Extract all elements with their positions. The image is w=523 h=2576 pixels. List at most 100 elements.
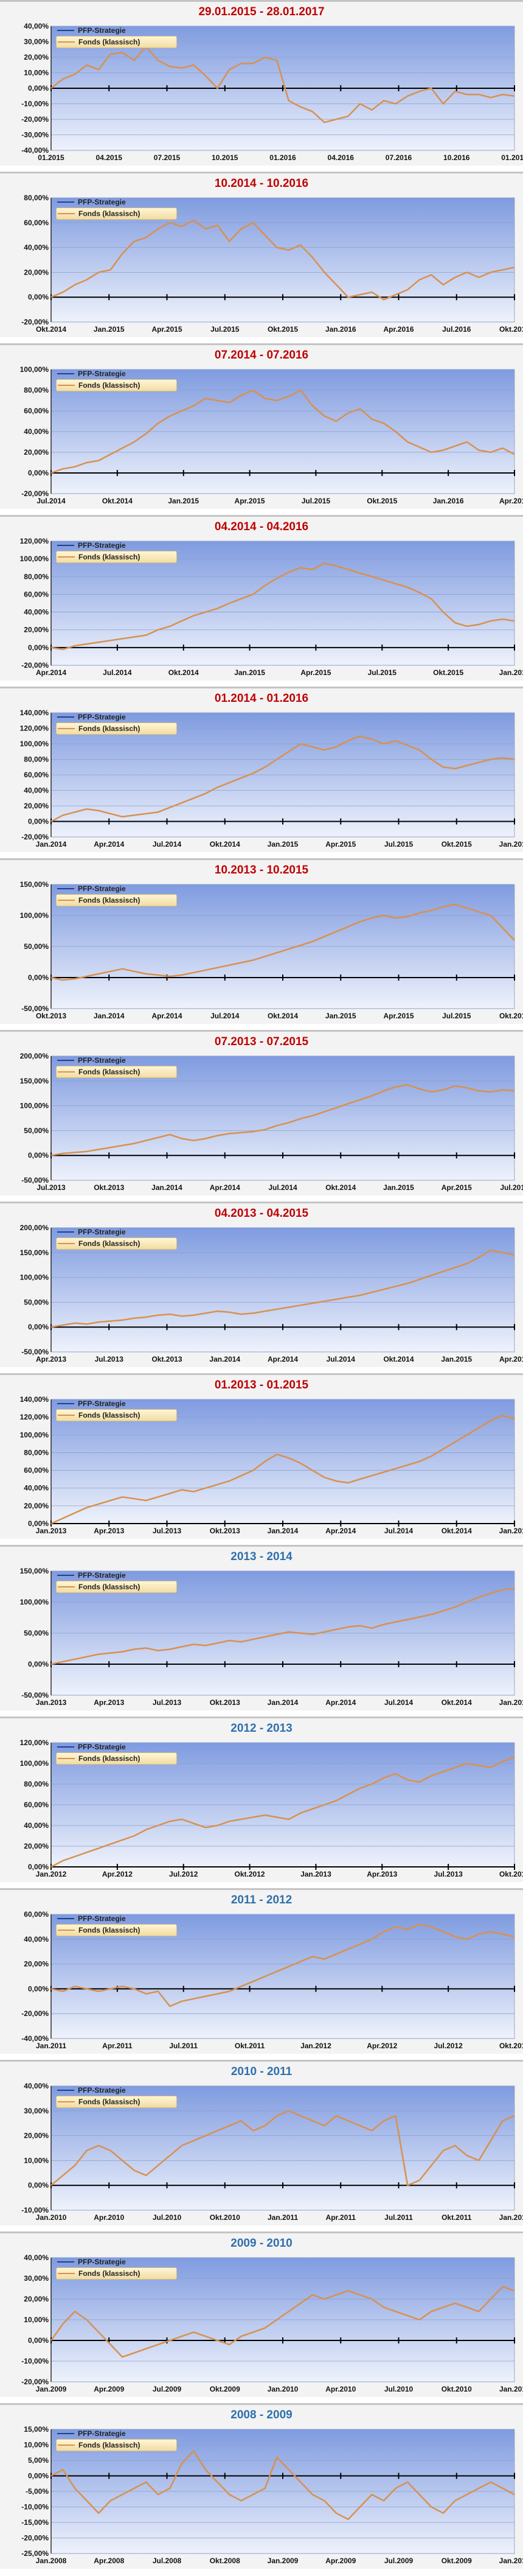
- x-tick-label: Apr.2011: [102, 2042, 133, 2050]
- y-tick-label: 40,00%: [24, 608, 49, 617]
- legend-item: Fonds (klassisch): [56, 208, 178, 220]
- x-tick-label: Okt.2013: [499, 1870, 523, 1878]
- x-tick-label: Jan.2015: [168, 497, 199, 505]
- legend: PFP-Strategie Fonds (klassisch): [56, 197, 178, 220]
- x-tick-label: Jul.2008: [153, 2557, 182, 2565]
- y-tick-label: 0,00%: [28, 1984, 49, 1993]
- x-tick-label: Okt.2015: [268, 325, 298, 334]
- legend-swatch: [57, 1918, 74, 1919]
- chart-title: 07.2013 - 07.2015: [214, 1035, 309, 1048]
- y-tick-label: 20,00%: [24, 53, 49, 61]
- x-tick-label: Okt.2009: [442, 2557, 472, 2565]
- y-tick-label: 120,00%: [20, 537, 49, 545]
- y-tick-label: 80,00%: [24, 1448, 49, 1457]
- chart-panel: 07.2014 - 07.2016 -20,00% 0,00% 20,00% 40,00…: [0, 343, 523, 509]
- legend-swatch: [57, 545, 74, 546]
- x-tick-label: Jul.2014: [153, 840, 182, 849]
- x-tick-label: Jul.2015: [210, 325, 240, 334]
- legend-swatch: [57, 1403, 74, 1404]
- legend-label: PFP-Strategie: [78, 2258, 126, 2266]
- chart-panel: 01.2013 - 01.2015 0,00% 20,00% 40,00% 60,00%…: [0, 1373, 523, 1539]
- y-tick-label: 0,00%: [28, 2472, 49, 2480]
- y-tick-label: 100,00%: [20, 1598, 49, 1606]
- legend-swatch: [58, 1071, 75, 1073]
- x-tick-label: Jul.2013: [434, 1870, 463, 1878]
- x-tick-label: Jul.2012: [434, 2042, 463, 2050]
- y-tick-label: 60,00%: [24, 1910, 49, 1919]
- legend-swatch: [58, 41, 75, 43]
- x-tick-label: Apr.2014: [36, 668, 66, 677]
- x-tick-label: Jul.2014: [327, 1355, 356, 1363]
- y-tick-label: 20,00%: [24, 802, 49, 810]
- y-tick-label: 0,00%: [28, 84, 49, 93]
- x-tick-label: Jan.2011: [499, 2385, 523, 2393]
- x-tick-label: Jul.2013: [95, 1355, 124, 1363]
- chart-title: 04.2014 - 04.2016: [214, 520, 309, 533]
- y-tick-label: -10,00%: [21, 2503, 49, 2511]
- legend-label: Fonds (klassisch): [78, 1926, 140, 1934]
- chart-panel: 04.2014 - 04.2016 -20,00% 0,00% 20,00% 40,00…: [0, 515, 523, 681]
- x-tick-label: Jan.2009: [268, 2557, 299, 2565]
- y-tick-label: -40,00%: [21, 146, 49, 155]
- x-tick-label: Okt.2014: [442, 1527, 472, 1535]
- x-tick-label: Jan.2013: [300, 1870, 331, 1878]
- legend-swatch: [58, 1243, 75, 1244]
- legend-swatch: [58, 1586, 75, 1587]
- x-tick-label: Okt.2014: [210, 840, 240, 849]
- x-tick-label: Jul.2015: [442, 1012, 471, 1020]
- x-tick-label: Jul.2009: [384, 2557, 414, 2565]
- y-tick-label: -10,00%: [21, 2357, 49, 2365]
- y-tick-label: -50,00%: [21, 1176, 49, 1185]
- x-tick-label: Jan.2016: [325, 325, 356, 334]
- x-tick-label: Apr.2009: [94, 2385, 124, 2393]
- y-tick-label: 80,00%: [24, 1780, 49, 1788]
- series-line-pfp: [50, 45, 515, 124]
- y-tick-label: -50,00%: [21, 1348, 49, 1356]
- x-tick-label: Jul.2015: [384, 840, 414, 849]
- y-tick-label: -20,00%: [21, 2378, 49, 2386]
- chart-title: 2008 - 2009: [230, 2409, 293, 2421]
- y-tick-label: 150,00%: [20, 1567, 49, 1575]
- x-tick-label: Apr.2009: [325, 2557, 356, 2565]
- x-tick-label: Jul.2014: [268, 1183, 297, 1192]
- y-tick-label: 50,00%: [24, 1126, 49, 1135]
- x-tick-label: 01.2016: [269, 153, 296, 162]
- x-tick-label: Apr.2013: [367, 1870, 397, 1878]
- x-tick-label: 07.2015: [154, 153, 181, 162]
- x-tick-label: Jan.2010: [36, 2213, 67, 2222]
- legend: PFP-Strategie Fonds (klassisch): [56, 1741, 178, 1765]
- series-line-pfp: [50, 389, 515, 474]
- x-tick-label: Jan.2015: [441, 1355, 472, 1363]
- y-tick-label: -20,00%: [21, 115, 49, 124]
- x-tick-label: 01.2017: [501, 153, 523, 162]
- x-tick-label: Apr.2011: [326, 2213, 356, 2222]
- y-tick-label: 10,00%: [24, 2441, 49, 2449]
- legend-swatch: [57, 2090, 74, 2091]
- legend-label: Fonds (klassisch): [78, 38, 140, 46]
- x-tick-label: Okt.2015: [433, 668, 463, 677]
- series-line-pfp: [50, 735, 515, 822]
- y-tick-label: 50,00%: [24, 1298, 49, 1306]
- y-tick-label: 0,00%: [28, 1519, 49, 1528]
- y-tick-label: -20,00%: [21, 2009, 49, 2018]
- x-tick-label: Apr.2015: [151, 325, 182, 334]
- chart-title: 04.2013 - 04.2015: [214, 1207, 309, 1220]
- y-tick-label: -40,00%: [21, 2034, 49, 2043]
- y-tick-label: 60,00%: [24, 407, 49, 415]
- x-tick-label: Apr.2012: [102, 1870, 133, 1878]
- y-tick-label: 0,00%: [28, 1323, 49, 1331]
- chart-title: 2009 - 2010: [230, 2237, 293, 2250]
- y-tick-label: 40,00%: [24, 427, 49, 436]
- y-tick-label: 0,00%: [28, 817, 49, 826]
- chart-panel: 2013 - 2014 -50,00% 0,00% 50,00% 100,00% 150,…: [0, 1545, 523, 1710]
- legend-label: PFP-Strategie: [78, 2429, 126, 2438]
- series-line-pfp: [50, 2450, 515, 2521]
- x-tick-label: Apr.2014: [325, 1527, 356, 1535]
- legend-item: PFP-Strategie: [56, 1741, 177, 1752]
- legend-item: Fonds (klassisch): [56, 379, 178, 391]
- legend-item: PFP-Strategie: [56, 2428, 177, 2439]
- y-tick-label: 0,00%: [28, 1660, 49, 1668]
- x-tick-label: Okt.2014: [268, 1012, 298, 1020]
- y-tick-label: -50,00%: [21, 1004, 49, 1013]
- legend-swatch: [57, 30, 74, 31]
